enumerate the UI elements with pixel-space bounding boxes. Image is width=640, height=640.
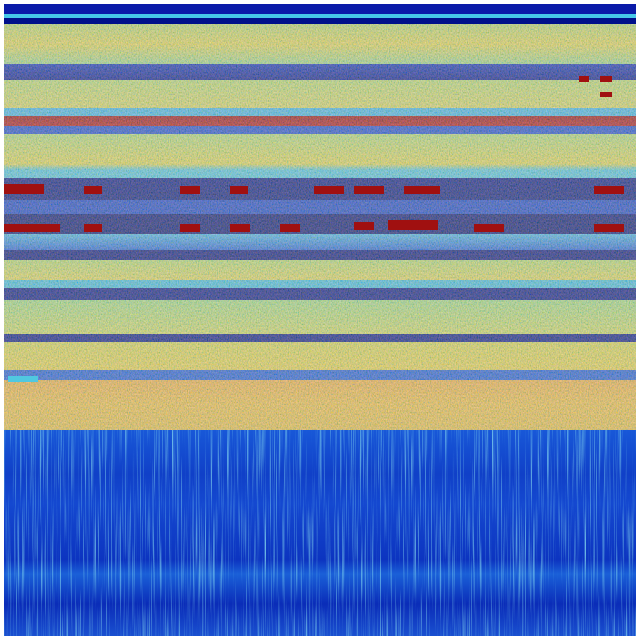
red-blocks xyxy=(4,76,624,232)
heatmap xyxy=(4,4,636,636)
cyan-mark xyxy=(8,376,38,382)
heatmap-texture xyxy=(4,24,636,636)
lower-streaks xyxy=(4,430,636,636)
upper-noise xyxy=(4,24,636,430)
